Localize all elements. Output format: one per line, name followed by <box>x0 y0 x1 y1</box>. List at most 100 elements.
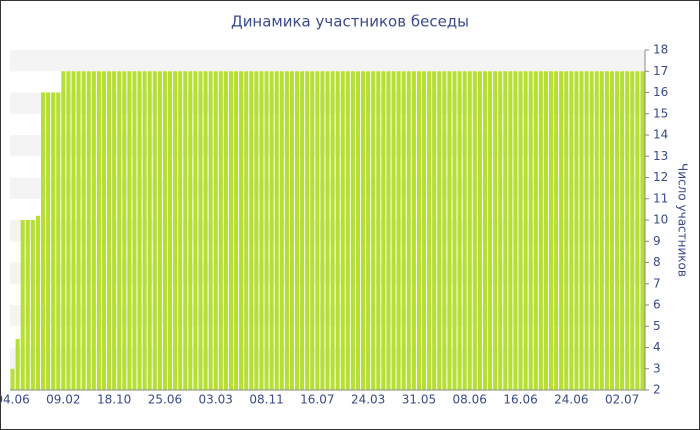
bar <box>107 71 112 390</box>
y-tick-label: 17 <box>653 64 668 78</box>
bar <box>15 339 20 390</box>
bar <box>462 71 467 390</box>
bar <box>620 71 625 390</box>
bar <box>157 71 162 390</box>
x-tick-label: 25.06 <box>148 393 182 407</box>
bar <box>477 71 482 390</box>
bar <box>640 71 645 390</box>
bar <box>249 71 254 390</box>
bar <box>508 71 513 390</box>
bar <box>625 71 630 390</box>
bar <box>432 71 437 390</box>
bar <box>213 71 218 390</box>
bar <box>56 92 61 390</box>
bar <box>284 71 289 390</box>
bar <box>371 71 376 390</box>
bar <box>218 71 223 390</box>
bar <box>498 71 503 390</box>
bar <box>325 71 330 390</box>
bar <box>594 71 599 390</box>
y-tick-label: 6 <box>653 298 661 312</box>
bar <box>147 71 152 390</box>
bar <box>533 71 538 390</box>
bar <box>442 71 447 390</box>
y-tick-label: 12 <box>653 170 668 184</box>
bar <box>188 71 193 390</box>
bar <box>35 215 40 390</box>
bar <box>152 71 157 390</box>
bar <box>259 71 264 390</box>
bar <box>264 71 269 390</box>
bar <box>543 71 548 390</box>
x-tick-label: 03.03 <box>199 393 233 407</box>
x-tick-label: 02.07 <box>605 393 639 407</box>
bar <box>228 71 234 390</box>
bar <box>452 71 457 390</box>
x-tick-label: 08.11 <box>249 393 283 407</box>
bar <box>482 71 488 390</box>
bar <box>198 71 203 390</box>
bar <box>564 71 569 390</box>
bar <box>173 71 178 390</box>
y-tick-label: 11 <box>653 191 668 205</box>
y-tick-label: 5 <box>653 319 661 333</box>
bar <box>503 71 508 390</box>
bar <box>81 71 86 390</box>
bar <box>381 71 386 390</box>
bar <box>178 71 183 390</box>
bar <box>589 71 594 390</box>
bar <box>239 71 244 390</box>
y-tick-label: 14 <box>653 128 668 142</box>
bar <box>599 71 604 390</box>
bar <box>609 71 615 390</box>
bar <box>96 71 101 390</box>
bar <box>274 71 279 390</box>
bar <box>305 71 310 390</box>
bar <box>554 71 559 390</box>
bar <box>162 71 167 390</box>
bar <box>406 71 411 390</box>
bar <box>320 71 325 390</box>
bar <box>350 71 355 390</box>
bar <box>523 71 528 390</box>
x-tick-label: 09.02 <box>46 393 80 407</box>
y-tick-label: 2 <box>653 383 661 397</box>
bar <box>335 71 340 390</box>
bar <box>289 71 294 390</box>
y-tick-label: 7 <box>653 276 661 290</box>
bar <box>234 71 239 390</box>
bar <box>71 71 76 390</box>
bar <box>294 71 300 390</box>
bar <box>604 71 609 390</box>
bar <box>615 71 620 390</box>
bar <box>518 71 523 390</box>
bar <box>538 71 543 390</box>
bar <box>427 71 432 390</box>
bar <box>340 71 345 390</box>
bar <box>345 71 350 390</box>
y-axis-label: Число участников <box>676 163 690 277</box>
bar <box>132 71 137 390</box>
bar <box>467 71 472 390</box>
bar <box>421 71 427 390</box>
bar <box>61 71 66 390</box>
x-tick-label: 31.05 <box>402 393 436 407</box>
bar <box>579 71 584 390</box>
bar <box>40 92 46 390</box>
bar <box>355 71 361 390</box>
bar <box>167 71 173 390</box>
bar <box>472 71 477 390</box>
bar <box>30 220 35 390</box>
bar <box>137 71 142 390</box>
bar <box>203 71 208 390</box>
x-tick-label: 16.06 <box>503 393 537 407</box>
bar <box>269 71 274 390</box>
bar <box>122 71 127 390</box>
y-tick-label: 15 <box>653 106 668 120</box>
bar <box>66 71 71 390</box>
bar <box>254 71 259 390</box>
bar <box>635 71 640 390</box>
y-tick-label: 9 <box>653 234 661 248</box>
x-tick-label: 18.10 <box>97 393 131 407</box>
